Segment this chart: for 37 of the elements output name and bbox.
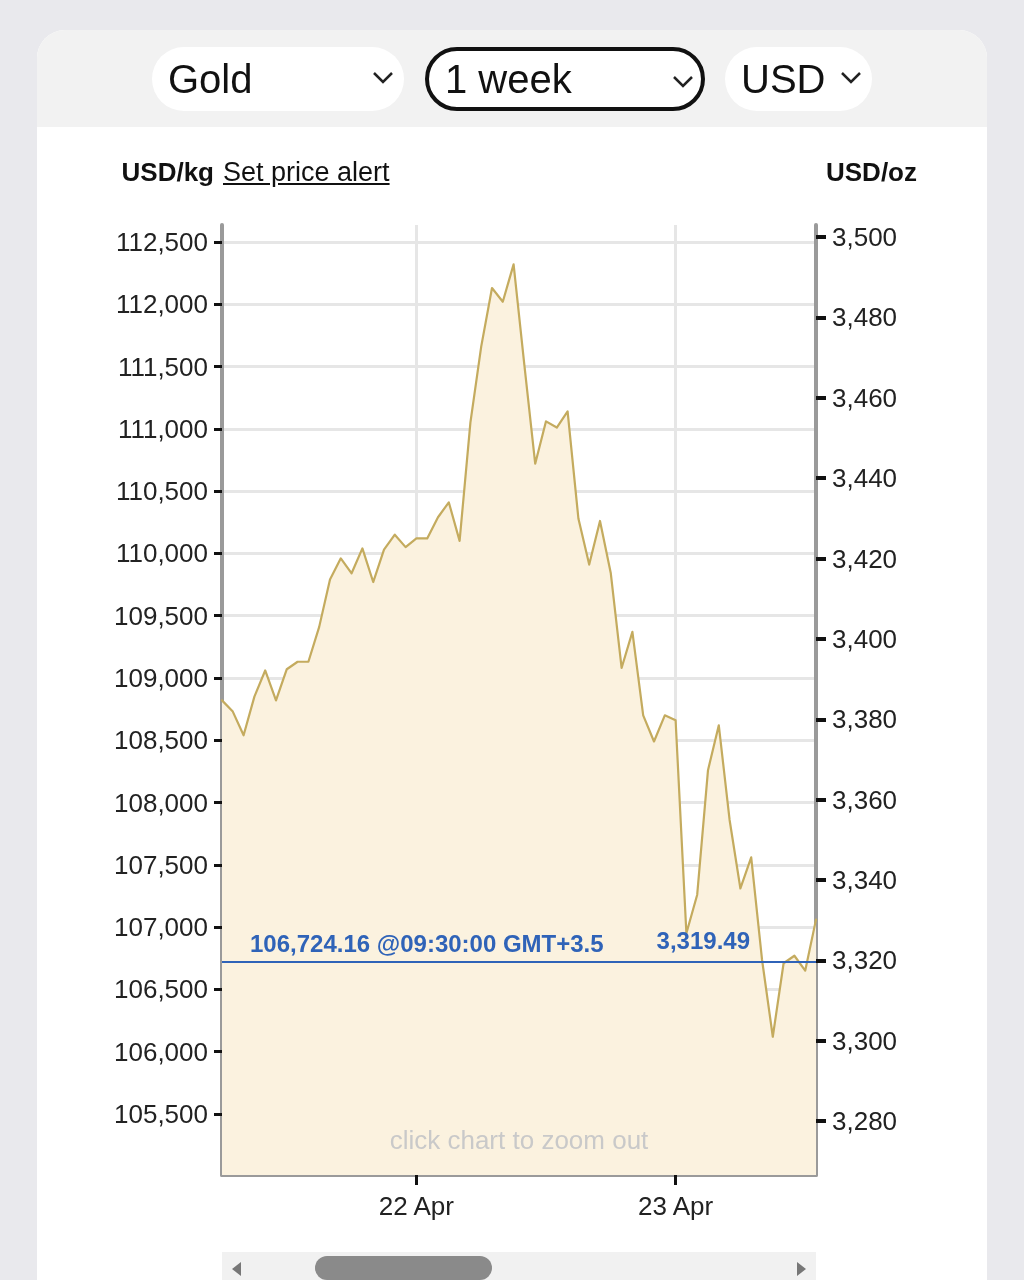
y-tick-label: 107,000 — [114, 912, 208, 943]
y2-tick-label: 3,480 — [832, 302, 898, 333]
y2-tick-label: 3,380 — [832, 704, 898, 735]
y-tick-label: 111,500 — [117, 351, 208, 382]
y2-tick-label: 3,420 — [832, 543, 898, 574]
y2-tick-label: 3,340 — [832, 865, 898, 896]
x-tick-label: 22 Apr — [378, 1191, 455, 1221]
annotation: 3,319.49 — [656, 927, 750, 956]
y-tick-label: 110,000 — [115, 538, 208, 569]
y-tick-label: 106,000 — [114, 1036, 208, 1067]
ref-line-label: 106,724.16 @09:30:00 GMT+3.5 — [250, 929, 604, 957]
y2-tick-label: 3,280 — [832, 1106, 898, 1137]
text: USD — [741, 57, 826, 101]
y-axis-title: USD/kg — [121, 157, 214, 187]
y2-tick-label: 3,320 — [832, 945, 898, 976]
text: Set price alert — [223, 157, 390, 188]
y-tick-label: 106,500 — [114, 974, 208, 1005]
y2-tick-label: 3,460 — [832, 382, 898, 413]
y-tick-label: 108,500 — [114, 725, 208, 756]
y2-tick-label: 3,500 — [832, 222, 898, 253]
x-tick-label: 23 Apr — [638, 1191, 714, 1221]
y-tick-label: 112,000 — [115, 289, 208, 320]
y2-tick-label: 3,400 — [832, 623, 898, 654]
y-tick-label: 107,500 — [114, 849, 208, 880]
y2-tick-label: 3,300 — [832, 1025, 898, 1056]
text: Gold — [168, 57, 253, 101]
y-tick-label: 105,500 — [114, 1098, 208, 1129]
y-tick-label: 110,500 — [115, 476, 208, 507]
y-tick-label: 109,000 — [114, 662, 208, 693]
y-tick-label: 108,000 — [114, 787, 208, 818]
y2-tick-label: 3,440 — [832, 463, 898, 494]
y-tick-label: 109,500 — [114, 600, 208, 631]
text: 1 week — [445, 57, 572, 101]
y2-tick-label: 3,360 — [832, 784, 898, 815]
y2-axis-title: USD/oz — [826, 157, 917, 187]
y-tick-label: 111,000 — [117, 413, 208, 444]
y-tick-label: 112,500 — [115, 226, 208, 257]
